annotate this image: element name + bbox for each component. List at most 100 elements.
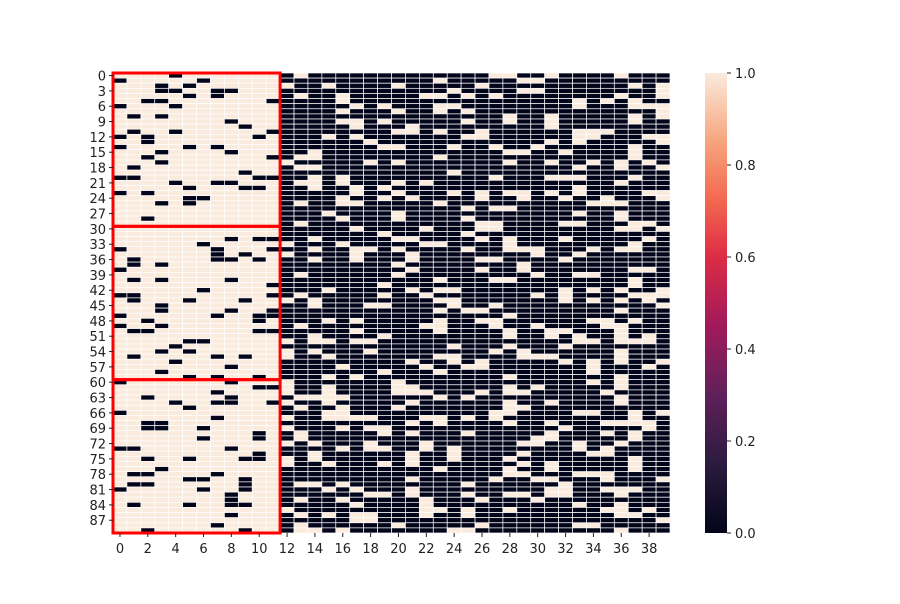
heatmap-cell: [224, 82, 239, 89]
heatmap-cell: [600, 353, 615, 360]
heatmap-cell: [432, 87, 448, 94]
heatmap-cell: [558, 225, 573, 232]
heatmap-cell: [572, 302, 587, 309]
heatmap-cell: [140, 103, 156, 110]
heatmap-cell: [432, 384, 448, 391]
heatmap-cell: [140, 409, 156, 416]
heatmap-cell: [613, 179, 629, 186]
heatmap-cell: [391, 425, 406, 432]
heatmap-cell: [502, 307, 518, 314]
heatmap-cell: [210, 343, 225, 350]
heatmap-cell: [474, 103, 490, 110]
heatmap-cell: [377, 164, 392, 171]
heatmap-cell: [196, 261, 211, 268]
heatmap-cell: [655, 435, 671, 442]
heatmap-cell: [405, 466, 420, 473]
heatmap-cell: [182, 415, 197, 421]
heatmap-cell: [432, 317, 448, 324]
heatmap-cell: [432, 512, 448, 519]
x-tick-label: 30: [529, 542, 546, 557]
heatmap-cell: [154, 139, 170, 145]
heatmap-cell: [530, 179, 546, 186]
heatmap-cell: [419, 409, 434, 416]
heatmap-cell: [112, 236, 128, 243]
heatmap-cell: [363, 205, 378, 212]
heatmap-cell: [140, 328, 156, 335]
heatmap-cell: [335, 241, 351, 248]
heatmap-cell: [405, 246, 420, 253]
heatmap-cell: [321, 210, 337, 217]
heatmap-cell: [335, 246, 351, 253]
heatmap-cell: [140, 108, 156, 115]
heatmap-cell: [210, 241, 225, 248]
heatmap-cell: [307, 277, 323, 283]
heatmap-cell: [126, 292, 142, 299]
heatmap-cell: [530, 527, 546, 534]
heatmap-cell: [210, 461, 225, 467]
heatmap-cell: [474, 266, 490, 273]
heatmap-cell: [224, 363, 239, 370]
heatmap-cell: [377, 384, 392, 391]
heatmap-cell: [516, 353, 532, 360]
heatmap-cell: [335, 149, 351, 156]
heatmap-cell: [363, 486, 378, 493]
heatmap-cell: [586, 82, 601, 89]
heatmap-cell: [391, 445, 406, 452]
heatmap-cell: [474, 82, 490, 89]
heatmap-cell: [460, 271, 476, 278]
heatmap-cell: [544, 82, 559, 89]
heatmap-cell: [112, 461, 128, 467]
heatmap-cell: [655, 363, 671, 370]
heatmap-cell: [377, 317, 392, 324]
heatmap-cell: [572, 507, 587, 513]
heatmap-cell: [224, 113, 239, 120]
heatmap-cell: [641, 409, 657, 416]
heatmap-cell: [377, 450, 392, 457]
heatmap-cell: [237, 251, 253, 258]
heatmap-cell: [321, 302, 337, 309]
heatmap-cell: [251, 415, 267, 421]
heatmap-cell: [377, 404, 392, 411]
heatmap-cell: [321, 82, 337, 89]
heatmap-cell: [502, 527, 518, 534]
heatmap-cell: [307, 343, 323, 350]
heatmap-cell: [140, 317, 156, 324]
heatmap-cell: [474, 87, 490, 94]
heatmap-cell: [293, 261, 309, 268]
heatmap-cell: [572, 481, 587, 488]
heatmap-cell: [474, 348, 490, 355]
heatmap-cell: [432, 200, 448, 207]
heatmap-cell: [488, 353, 504, 360]
heatmap-cell: [460, 348, 476, 355]
heatmap-cell: [516, 144, 532, 151]
heatmap-cell: [140, 389, 156, 396]
heatmap-cell: [363, 481, 378, 488]
heatmap-cell: [321, 231, 337, 237]
heatmap-cell: [112, 251, 128, 258]
heatmap-cell: [544, 522, 559, 529]
heatmap-cell: [530, 409, 546, 416]
heatmap-cell: [182, 501, 197, 508]
heatmap-cell: [613, 220, 629, 227]
heatmap-cell: [474, 154, 490, 161]
heatmap-cell: [335, 287, 351, 294]
heatmap-cell: [363, 220, 378, 227]
heatmap-cell: [126, 282, 142, 289]
heatmap-cell: [196, 144, 211, 151]
heatmap-cell: [196, 481, 211, 488]
heatmap-cell: [432, 82, 448, 89]
heatmap-cell: [363, 358, 378, 365]
heatmap-cell: [572, 271, 587, 278]
heatmap-cell: [613, 149, 629, 156]
heatmap-cell: [544, 420, 559, 427]
heatmap-cell: [460, 440, 476, 447]
heatmap-cell: [488, 174, 504, 181]
heatmap-cell: [419, 271, 434, 278]
heatmap-cell: [349, 384, 365, 391]
heatmap-cell: [196, 466, 211, 473]
heatmap-cell: [196, 215, 211, 222]
heatmap-cell: [516, 185, 532, 191]
heatmap-cell: [126, 343, 142, 350]
heatmap-cell: [488, 415, 504, 421]
heatmap-cell: [600, 144, 615, 151]
